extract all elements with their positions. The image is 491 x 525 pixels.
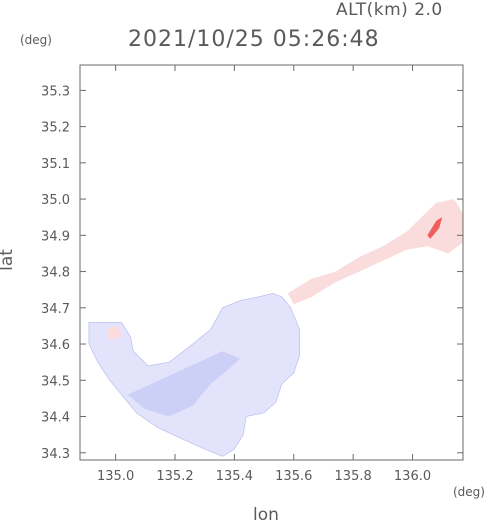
region-northeast-plume (287, 199, 463, 305)
x-tick-label: 135.6 (275, 469, 312, 484)
x-tick-label: 136.0 (394, 469, 431, 484)
altitude-label: ALT(km) 2.0 (336, 0, 443, 20)
region-darker-band-south (127, 351, 241, 417)
x-axis-label: lon (253, 505, 279, 525)
y-tick-label: 34.6 (41, 338, 70, 353)
y-tick-label: 35.1 (41, 157, 70, 172)
region-plume-core (427, 217, 443, 239)
y-tick-label: 34.7 (41, 302, 70, 317)
y-tick-label: 34.8 (41, 266, 70, 281)
x-tick-label: 135.8 (335, 469, 372, 484)
x-tick-label: 135.4 (216, 469, 253, 484)
x-tick-label: 135.2 (156, 469, 193, 484)
x-tick-label: 135.0 (97, 469, 134, 484)
plot-frame (79, 64, 464, 461)
y-tick-label: 34.9 (41, 229, 70, 244)
y-unit-label: (deg) (20, 33, 52, 47)
y-tick-label: 35.2 (41, 121, 70, 136)
data-regions (88, 199, 463, 457)
y-tick-label: 34.3 (41, 447, 70, 462)
axis-ticks: 135.0 135.2 135.4 135.6 135.8 136.0 34.3 34.4 34… (41, 65, 463, 484)
timestamp-title: 2021/10/25 05:26:48 (128, 27, 380, 52)
y-tick-label: 34.5 (41, 374, 70, 389)
y-tick-label: 35.0 (41, 193, 70, 208)
x-unit-label: (deg) (453, 485, 485, 499)
region-west-coast-patch (106, 325, 122, 341)
y-tick-label: 35.3 (41, 84, 70, 99)
y-tick-label: 34.4 (41, 411, 70, 426)
